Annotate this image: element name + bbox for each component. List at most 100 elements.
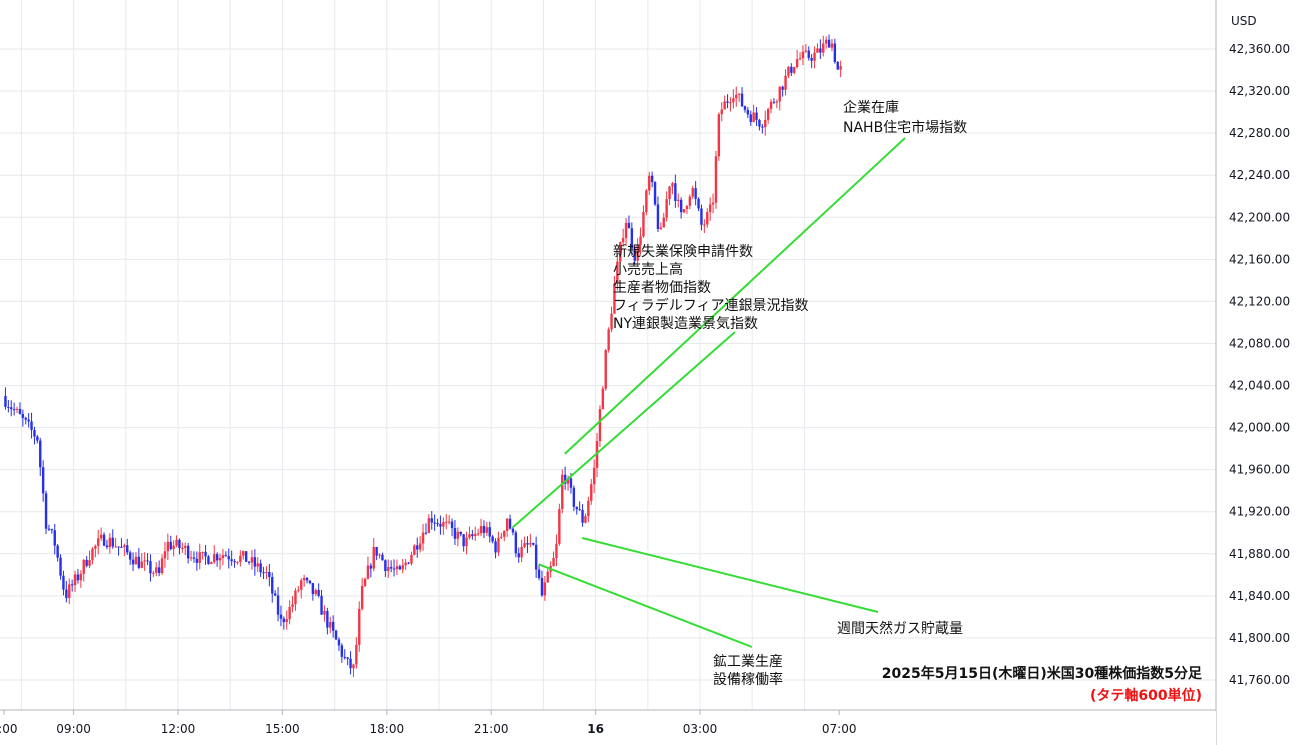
candle bbox=[311, 582, 315, 601]
candle bbox=[755, 107, 758, 126]
candle-body bbox=[256, 563, 259, 567]
candle-body bbox=[413, 545, 416, 555]
candle-body bbox=[247, 561, 251, 563]
candle-body bbox=[511, 528, 515, 533]
candle-body bbox=[546, 571, 549, 583]
candle-body bbox=[99, 534, 103, 539]
candle bbox=[421, 524, 425, 551]
candle bbox=[691, 185, 694, 199]
candle bbox=[340, 643, 344, 663]
candle bbox=[189, 550, 193, 562]
candle bbox=[476, 528, 480, 537]
candle bbox=[427, 514, 431, 534]
candle-body bbox=[39, 440, 42, 468]
candle-body bbox=[427, 518, 431, 533]
candle bbox=[175, 535, 178, 548]
candle-body bbox=[70, 584, 74, 586]
candle-body bbox=[120, 546, 123, 548]
candle-body bbox=[711, 202, 715, 205]
candle bbox=[253, 549, 257, 576]
candle-body bbox=[268, 571, 271, 578]
x-tick-label: 7:00 bbox=[0, 722, 17, 736]
candle-body bbox=[500, 536, 503, 538]
candle-body bbox=[21, 414, 25, 418]
candle bbox=[801, 45, 805, 66]
annotation-us-data-5: NY連銀製造業景気指数 bbox=[613, 316, 758, 332]
candle-body bbox=[558, 509, 561, 544]
candle-body bbox=[62, 575, 65, 590]
candle bbox=[645, 188, 648, 216]
candle-body bbox=[143, 560, 146, 562]
annotation-us-data-4: フィラデルフィア連銀景況指数 bbox=[613, 297, 808, 314]
candle-body bbox=[195, 558, 199, 563]
candle-body bbox=[311, 583, 315, 595]
candle bbox=[764, 110, 767, 136]
candle bbox=[265, 565, 268, 580]
candle-body bbox=[827, 39, 831, 48]
candle bbox=[761, 124, 764, 134]
candle bbox=[546, 568, 549, 583]
candle-body bbox=[700, 208, 703, 225]
candle-body bbox=[604, 350, 607, 389]
candle bbox=[271, 572, 274, 603]
candle-body bbox=[265, 571, 268, 573]
candle-body bbox=[671, 183, 674, 187]
candle bbox=[682, 208, 686, 214]
candle bbox=[79, 570, 83, 588]
x-tick-label: 18:00 bbox=[370, 722, 405, 736]
candle bbox=[581, 504, 584, 527]
candle bbox=[389, 560, 393, 573]
candle-body bbox=[366, 565, 370, 579]
candle-body bbox=[819, 48, 822, 53]
candle-body bbox=[285, 619, 288, 623]
candle-body bbox=[387, 566, 390, 572]
candle bbox=[4, 387, 7, 410]
candle bbox=[447, 515, 451, 525]
candle bbox=[816, 43, 819, 53]
candle-body bbox=[294, 590, 297, 605]
candle bbox=[273, 590, 277, 597]
candle bbox=[839, 60, 842, 78]
candle bbox=[732, 89, 735, 109]
candle-body bbox=[679, 199, 683, 213]
candle bbox=[250, 549, 254, 570]
candle bbox=[346, 656, 349, 666]
candle-body bbox=[334, 630, 338, 640]
candle-body bbox=[114, 546, 117, 548]
candle bbox=[128, 550, 132, 565]
candle bbox=[308, 580, 312, 585]
y-tick-label: 41,880.00 bbox=[1229, 547, 1290, 561]
candle bbox=[366, 556, 370, 580]
candle-body bbox=[421, 532, 425, 544]
candle bbox=[18, 402, 22, 415]
candle bbox=[714, 150, 718, 209]
candle bbox=[186, 542, 190, 564]
candle-body bbox=[105, 545, 109, 548]
candle bbox=[24, 416, 27, 425]
candle bbox=[775, 99, 779, 109]
candle bbox=[137, 548, 141, 570]
candle-body bbox=[824, 39, 828, 44]
candle bbox=[485, 521, 489, 536]
candle bbox=[494, 538, 497, 559]
candle bbox=[247, 560, 251, 565]
candle bbox=[326, 607, 329, 635]
candle-body bbox=[271, 577, 274, 594]
candle-body bbox=[462, 534, 465, 547]
candle bbox=[279, 605, 283, 627]
candle-body bbox=[94, 545, 97, 549]
candle bbox=[111, 529, 114, 549]
candle bbox=[532, 542, 535, 546]
candle bbox=[416, 537, 419, 558]
candle-body bbox=[282, 618, 286, 623]
candle bbox=[36, 435, 39, 444]
candle bbox=[636, 238, 639, 267]
candle bbox=[529, 533, 532, 548]
candle bbox=[82, 558, 85, 582]
candle-body bbox=[592, 467, 596, 485]
candle-body bbox=[157, 567, 161, 574]
candle-body bbox=[735, 94, 738, 99]
candle-body bbox=[329, 621, 332, 628]
candle bbox=[30, 412, 33, 439]
annotation-us-data-2: 小売売上高 bbox=[613, 261, 683, 278]
